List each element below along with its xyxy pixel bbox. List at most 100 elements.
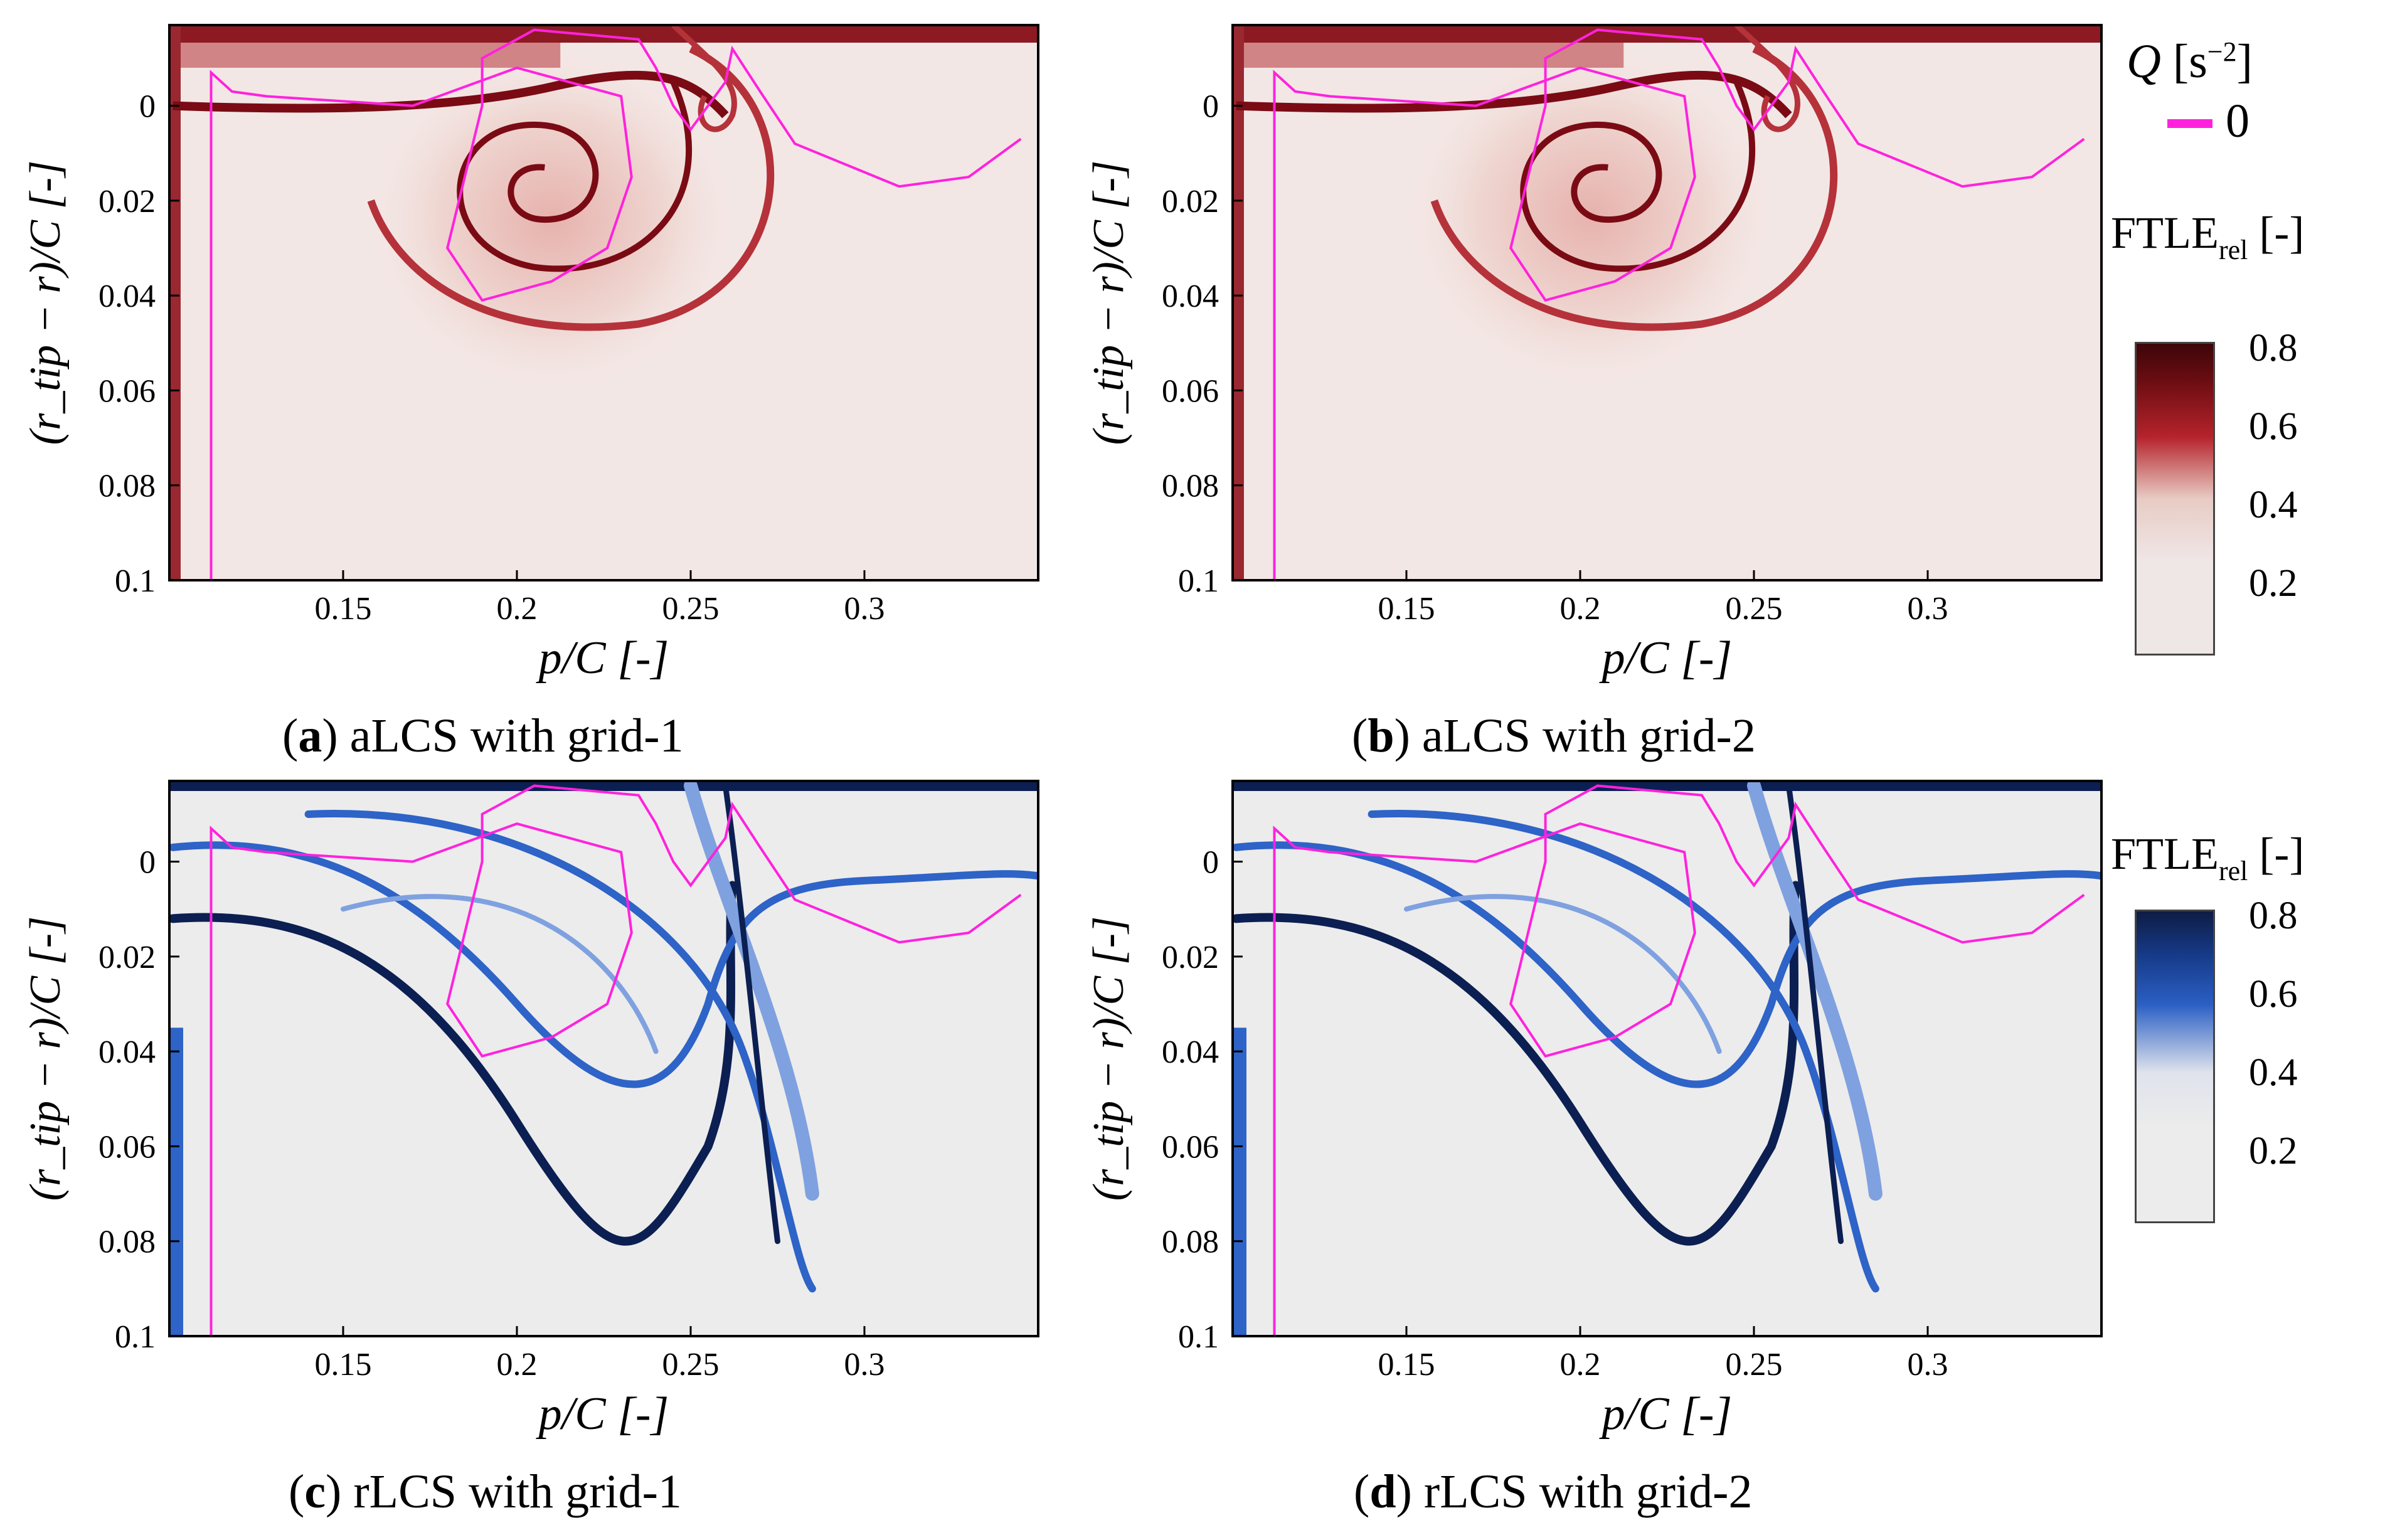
q-unit-exp: −2 [2207, 36, 2237, 67]
left-wall-band [169, 25, 181, 580]
caption-text-c: rLCS with grid-1 [353, 1465, 682, 1518]
plume-soft [684, 781, 819, 1201]
y-tick-label: 0.06 [98, 1129, 156, 1165]
y-tick-label: 0.06 [1162, 1129, 1219, 1165]
y-tick-label: 0.02 [98, 184, 156, 220]
y-axis-label: (r_tip − r)/C [-] [21, 916, 70, 1201]
panel-b: 0.15 0.2 0.25 0.3 0 0.02 0.04 0.06 0.08 0.1 p/C [-… [1085, 24, 2103, 684]
y-tick-label: 0.1 [1178, 563, 1219, 599]
caption-d: (d) rLCS with grid-2 [1354, 1465, 1753, 1518]
x-axis-label: p/C [-] [536, 1388, 669, 1440]
outer-ridge [367, 45, 775, 331]
y-axis-label: (r_tip − r)/C [-] [1085, 161, 1133, 445]
y-tick-label: 0 [139, 89, 156, 125]
plume-core [1785, 783, 1844, 1245]
colorbar-1-title-sub: rel [2218, 235, 2248, 265]
q-legend-entry: 0 [2226, 95, 2250, 147]
y-tick-label: 0.02 [1162, 940, 1219, 975]
colorbar-2-tick-1: 0.6 [2249, 973, 2298, 1016]
y-tick-label: 0 [1203, 845, 1219, 881]
x-tick-label: 0.15 [315, 591, 372, 627]
x-axis-label: p/C [-] [536, 632, 669, 684]
x-tick-label: 0.3 [844, 1347, 885, 1383]
x-tick-label: 0.3 [844, 591, 885, 627]
y-tick-label: 0.1 [115, 1319, 156, 1355]
y-tick-label: 0 [139, 845, 156, 881]
panel-c: 0.15 0.2 0.25 0.3 0 0.02 0.04 0.06 0.08 0.1 p/C [-… [21, 780, 1039, 1440]
x-tick-label: 0.15 [1378, 591, 1435, 627]
x-tick-label: 0.2 [1560, 1347, 1601, 1383]
top-shear-layer [169, 43, 561, 68]
x-tick-label: 0.2 [497, 1347, 538, 1383]
y-tick-label: 0.08 [98, 1224, 156, 1260]
y-tick-label: 0 [1203, 89, 1219, 125]
colorbar-2-title-sub: rel [2218, 856, 2248, 886]
colorbar-2-tick-2: 0.4 [2249, 1051, 2298, 1094]
top-shear-layer [1233, 43, 1624, 68]
y-tick-label: 0.08 [1162, 469, 1219, 504]
colorbar-1-tick-0: 0.8 [2249, 327, 2298, 369]
secondary-spiral [1734, 25, 1800, 132]
y-tick-label: 0.06 [98, 373, 156, 409]
q-zero-contour [1273, 28, 2085, 580]
plot-area-d [1233, 781, 2101, 1336]
field-background [169, 781, 1038, 1336]
x-tick-label: 0.2 [1560, 591, 1601, 627]
plume-soft [1747, 781, 1883, 1201]
colorbar-2-title-unit: [-] [2259, 829, 2305, 879]
caption-text-d: rLCS with grid-2 [1423, 1465, 1753, 1518]
q-symbol: Q [2127, 35, 2161, 88]
panel-a: 0.15 0.2 0.25 0.3 0 0.02 0.04 0.06 0.08 0.1 p/C [-… [21, 24, 1039, 684]
plume-ridge [304, 810, 816, 1293]
y-axis-label: (r_tip − r)/C [-] [1085, 916, 1133, 1201]
caption-b: (b) aLCS with grid-2 [1352, 709, 1756, 762]
plot-area-b [1233, 25, 2101, 580]
y-tick-label: 0.08 [98, 469, 156, 504]
x-tick-label: 0.25 [1726, 591, 1783, 627]
y-tick-label: 0.1 [1178, 1319, 1219, 1355]
colorbar-1-gradient [2135, 342, 2215, 656]
q-zero-contour [1273, 784, 2085, 1336]
left-wall-band [169, 1028, 183, 1336]
x-tick-label: 0.25 [662, 1347, 720, 1383]
shear-sheet [1236, 70, 1792, 119]
y-tick-label: 0.04 [98, 279, 156, 314]
caption-c: (c) rLCS with grid-1 [289, 1465, 682, 1518]
axes-frame-a [168, 24, 1039, 581]
colorbar-1-tick-3: 0.2 [2249, 562, 2298, 605]
vortex-spiral [457, 80, 693, 272]
middle-ridge [1233, 841, 2101, 1088]
q-legend-swatch [2167, 119, 2212, 128]
y-tick-label: 0.08 [1162, 1224, 1219, 1260]
colorbar-2-gradient [2135, 910, 2215, 1223]
panel-label-a: a [298, 709, 322, 762]
y-tick-label: 0.02 [98, 940, 156, 975]
q-unit-close: ] [2236, 35, 2253, 88]
q-unit-base: [s [2172, 35, 2207, 88]
colorbar-2-tick-3: 0.2 [2249, 1130, 2298, 1172]
x-tick-label: 0.25 [1726, 1347, 1783, 1383]
top-band [169, 781, 1038, 791]
x-tick-label: 0.3 [1908, 1347, 1948, 1383]
caption-text-a: aLCS with grid-1 [349, 709, 684, 762]
x-tick-label: 0.3 [1908, 591, 1948, 627]
panel-label-b: b [1368, 709, 1394, 762]
panel-label-d: d [1369, 1465, 1396, 1518]
caption-text-b: aLCS with grid-2 [1421, 709, 1756, 762]
q-legend-title: Q [s−2] [2127, 35, 2253, 89]
colorbar-2-title: FTLErel [-] [2111, 828, 2304, 887]
colorbar-1-tick-2: 0.4 [2249, 484, 2298, 526]
axes-frame-b [1231, 24, 2103, 581]
x-tick-label: 0.15 [1378, 1347, 1435, 1383]
shear-sheet [173, 70, 729, 119]
outer-ridge [1430, 45, 1838, 331]
inner-ridge [1404, 894, 1722, 1054]
axes-frame-c [168, 780, 1039, 1337]
colorbar-2-title-main: FTLE [2111, 829, 2219, 879]
plume-core [722, 783, 780, 1245]
y-tick-label: 0.02 [1162, 184, 1219, 220]
y-tick-label: 0.1 [115, 563, 156, 599]
x-tick-label: 0.2 [497, 591, 538, 627]
